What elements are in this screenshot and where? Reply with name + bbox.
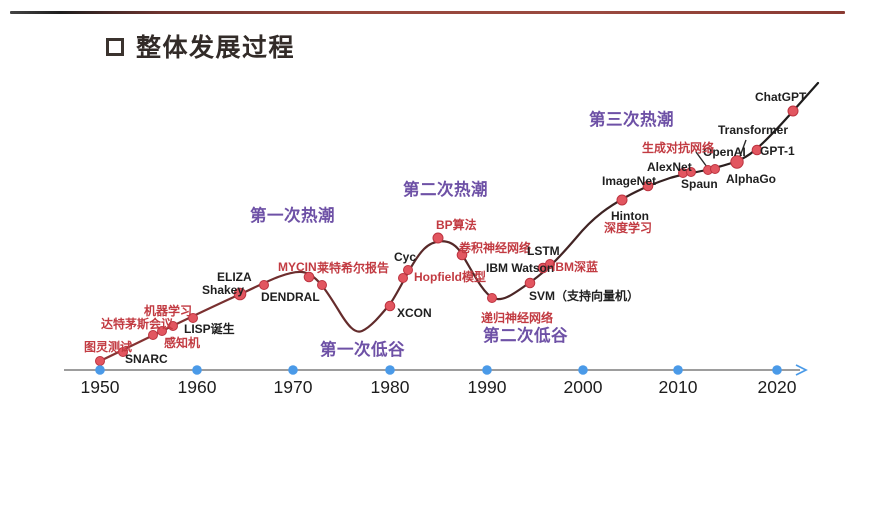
milestone-label-21: Hinton	[611, 209, 649, 223]
milestone-label-1: SNARC	[125, 352, 168, 366]
data-point-15	[487, 293, 497, 303]
milestone-label-14: BP算法	[436, 217, 477, 232]
data-point-4	[168, 321, 178, 331]
data-point-22	[686, 167, 696, 177]
data-point-26	[751, 144, 763, 156]
milestone-label-11: Cyc	[394, 250, 416, 264]
gan-pointer-line	[695, 151, 708, 168]
phase-label-3: 第二次低谷	[483, 325, 568, 345]
data-point-0	[95, 356, 105, 366]
milestone-label-7: ELIZA	[217, 270, 252, 284]
phase-label-2: 第二次热潮	[403, 179, 488, 199]
milestone-label-20: 递归神经网络	[481, 310, 553, 325]
axis-tick-label-1990: 1990	[468, 377, 507, 397]
phase-label-4: 第三次热潮	[589, 109, 674, 129]
data-point-16	[524, 277, 536, 289]
milestone-label-5: LISP诞生	[184, 321, 235, 336]
milestone-label-8: DENDRAL	[261, 290, 320, 304]
axis-tick-label-1980: 1980	[371, 377, 410, 397]
milestone-label-30: Transformer	[718, 123, 788, 137]
milestone-label-26: AlphaGo	[726, 172, 776, 186]
milestone-label-25: Spaun	[681, 177, 718, 191]
milestone-label-16: IBM Watson	[486, 261, 554, 275]
axis-tick-dot-2020	[772, 365, 782, 375]
data-point-18	[545, 259, 555, 269]
axis-tick-label-2000: 2000	[564, 377, 603, 397]
milestone-label-0: 图灵测试	[84, 339, 132, 354]
milestone-label-18: IBM深蓝	[552, 259, 598, 274]
data-point-24	[710, 164, 720, 174]
phase-label-1: 第一次低谷	[320, 339, 405, 359]
transformer-pointer-line	[738, 139, 747, 160]
milestone-label-13: Hopfield模型	[414, 269, 486, 284]
milestone-label-17: LSTM	[527, 244, 560, 258]
milestone-label-19: SVM（支持向量机）	[529, 288, 639, 303]
data-point-25	[730, 155, 744, 169]
data-point-9	[317, 280, 327, 290]
milestone-label-28: 生成对抗网络	[642, 140, 714, 155]
milestone-label-24: AlexNet	[647, 160, 692, 174]
data-point-6	[233, 287, 247, 301]
axis-tick-label-2020: 2020	[758, 377, 797, 397]
milestone-label-4: 感知机	[164, 335, 200, 350]
data-point-2	[148, 330, 158, 340]
axis-tick-dot-2010	[673, 365, 683, 375]
phase-label-0: 第一次热潮	[250, 205, 335, 225]
data-point-13	[432, 232, 444, 244]
data-point-7	[259, 280, 269, 290]
milestone-label-10: 莱特希尔报告	[317, 260, 389, 275]
milestone-label-6: Shakey	[202, 283, 244, 297]
page-title: 整体发展过程	[136, 34, 296, 62]
square-bullet-icon	[106, 38, 124, 56]
data-point-1	[118, 347, 128, 357]
axis-tick-dot-1970	[288, 365, 298, 375]
axis-tick-label-2010: 2010	[659, 377, 698, 397]
slide-title-block: 整体发展过程	[106, 28, 295, 64]
data-point-14	[456, 249, 468, 261]
data-point-5	[188, 313, 198, 323]
milestone-label-9: MYCIN	[278, 260, 317, 274]
milestone-label-29: GPT-1	[760, 144, 795, 158]
data-point-10	[384, 300, 396, 312]
data-point-11	[398, 273, 408, 283]
milestone-label-3: 机器学习	[144, 303, 192, 318]
axis-tick-label-1950: 1950	[81, 377, 120, 397]
top-accent-rule	[10, 11, 845, 14]
data-point-8	[303, 271, 315, 283]
data-point-19	[616, 194, 628, 206]
data-point-12	[403, 265, 413, 275]
milestone-label-22: 深度学习	[604, 220, 652, 235]
x-axis-arrow-icon	[795, 364, 808, 376]
milestone-label-23: ImageNet	[602, 174, 656, 188]
data-point-3	[157, 326, 167, 336]
axis-tick-label-1960: 1960	[178, 377, 217, 397]
axis-tick-dot-1950	[95, 365, 105, 375]
data-point-20	[642, 180, 654, 192]
milestone-label-12: XCON	[397, 306, 432, 320]
milestone-label-27: OpenAI	[703, 145, 746, 159]
milestone-label-15: 卷积神经网络	[458, 240, 531, 255]
axis-tick-dot-1980	[385, 365, 395, 375]
milestone-label-2: 达特茅斯会议	[101, 316, 174, 331]
axis-tick-dot-1960	[192, 365, 202, 375]
axis-tick-dot-2000	[578, 365, 588, 375]
axis-tick-dot-1990	[482, 365, 492, 375]
data-point-27	[787, 105, 799, 117]
axis-tick-label-1970: 1970	[274, 377, 313, 397]
milestone-label-31: ChatGPT	[755, 90, 807, 104]
